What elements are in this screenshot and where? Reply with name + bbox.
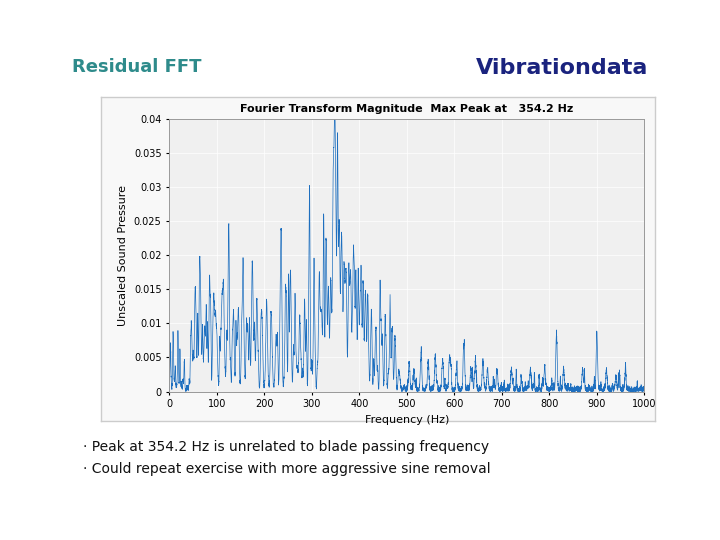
X-axis label: Frequency (Hz): Frequency (Hz): [364, 415, 449, 424]
Text: Residual FFT: Residual FFT: [72, 58, 202, 77]
Y-axis label: Unscaled Sound Pressure: Unscaled Sound Pressure: [118, 185, 128, 326]
Text: · Peak at 354.2 Hz is unrelated to blade passing frequency: · Peak at 354.2 Hz is unrelated to blade…: [83, 440, 489, 454]
Text: Vibrationdata: Vibrationdata: [476, 57, 648, 78]
Title: Fourier Transform Magnitude  Max Peak at   354.2 Hz: Fourier Transform Magnitude Max Peak at …: [240, 104, 573, 114]
Text: · Could repeat exercise with more aggressive sine removal: · Could repeat exercise with more aggres…: [83, 462, 490, 476]
